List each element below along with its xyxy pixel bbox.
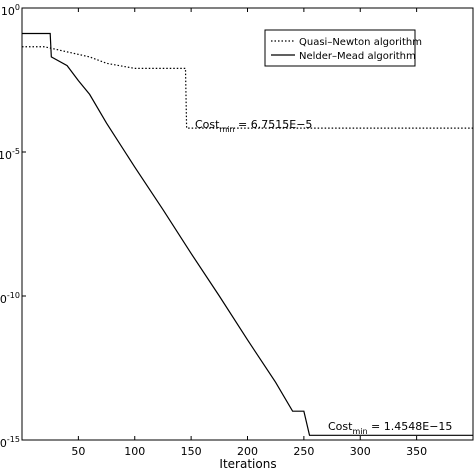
annotation: Costmin = 1.4548E−15 <box>328 420 452 436</box>
legend-box <box>264 29 416 67</box>
x-tick-label: 200 <box>237 445 258 458</box>
y-tick-exponent: -10 <box>7 291 20 300</box>
y-tick-base: 10 <box>1 5 15 18</box>
x-tick-label: 250 <box>293 445 314 458</box>
y-tick-exponent: 0 <box>15 3 20 12</box>
x-tick-label: 50 <box>71 445 85 458</box>
annotation-sub: min <box>219 125 234 134</box>
legend-label: Nelder–Mead algorithm <box>299 51 416 62</box>
y-tick-base: 10 <box>0 437 7 450</box>
annotation-rest: = 1.4548E−15 <box>368 420 453 433</box>
y-tick-label: 10-5 <box>0 147 20 163</box>
x-tick-label: 150 <box>181 445 202 458</box>
y-tick-label: 100 <box>1 3 20 19</box>
x-axis-label: Iterations <box>219 457 276 471</box>
y-tick-label: 10-15 <box>0 435 20 451</box>
annotation-rest: = 6.7515E−5 <box>235 118 313 131</box>
y-tick-exponent: -15 <box>7 435 20 444</box>
plot-frame <box>21 7 474 441</box>
x-tick-label: 100 <box>124 445 145 458</box>
y-tick-base: 10 <box>0 149 12 162</box>
y-tick-base: 10 <box>0 293 7 306</box>
x-tick-label: 350 <box>406 445 427 458</box>
x-tick-label: 300 <box>350 445 371 458</box>
y-tick-exponent: -5 <box>12 147 20 156</box>
annotation-sub: min <box>352 427 367 436</box>
annotation: Costmin = 6.7515E−5 <box>195 118 312 134</box>
y-tick-label: 10-10 <box>0 291 20 307</box>
series-line <box>22 32 473 436</box>
annotation-text: Cost <box>328 420 353 433</box>
legend-label: Quasi–Newton algorithm <box>299 37 422 48</box>
annotation-text: Cost <box>195 118 220 131</box>
